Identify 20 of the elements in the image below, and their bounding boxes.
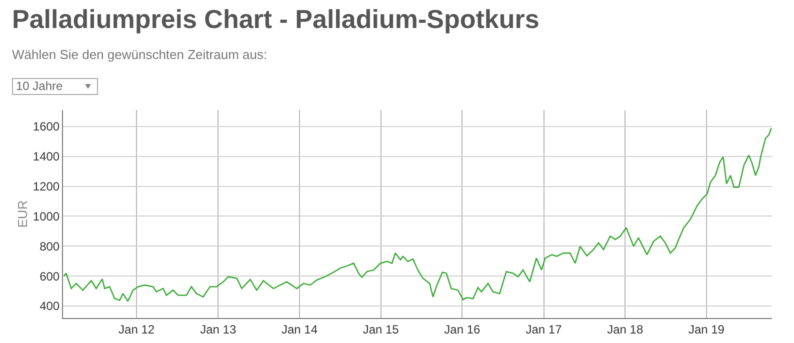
x-tick-label: Jan 13 (200, 322, 236, 336)
y-tick-label: 600 (40, 269, 60, 284)
line-series (63, 127, 772, 302)
y-tick-label: 1000 (32, 209, 60, 224)
chart-title: Palladiumpreis Chart - Palladium-Spotkurs (12, 4, 540, 35)
y-tick-label: 1400 (32, 150, 60, 164)
y-tick-label: 800 (40, 239, 60, 254)
x-tick-label: Jan 12 (118, 322, 155, 336)
x-tick-label: Jan 19 (688, 322, 725, 336)
y-tick-label: 1600 (32, 120, 60, 134)
y-tick-label: 400 (40, 299, 60, 314)
dropdown-field: 10 Jahre (12, 78, 98, 95)
y-axis-title: EUR (14, 200, 30, 228)
x-tick-label: Jan 15 (362, 322, 400, 336)
chart-subtitle: Wählen Sie den gewünschten Zeitraum aus: (12, 47, 268, 62)
x-tick-label: Jan 18 (607, 322, 644, 336)
y-tick-label: 1200 (32, 180, 60, 194)
x-tick-label: Jan 16 (444, 322, 481, 336)
x-tick-label: Jan 14 (281, 322, 318, 336)
x-tick-label: Jan 17 (526, 322, 562, 336)
